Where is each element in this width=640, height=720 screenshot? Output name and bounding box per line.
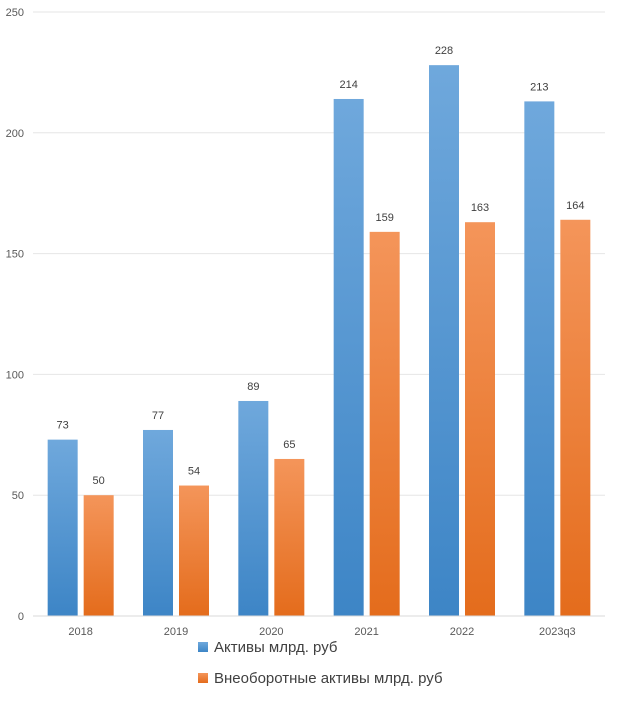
y-axis-ticks: 0 50 100 150 200 250 xyxy=(6,7,24,623)
data-label: 54 xyxy=(188,466,200,478)
y-tick-label: 50 xyxy=(12,490,24,502)
y-tick-label: 250 xyxy=(6,7,24,19)
legend-label-noncurrent-assets: Внеоборотные активы млрд. руб xyxy=(214,670,443,687)
data-label: 214 xyxy=(339,79,357,91)
x-tick-label: 2019 xyxy=(164,626,188,638)
data-labels: 73 50 77 54 89 65 214 159 228 163 213 164 xyxy=(57,45,585,487)
x-tick-label: 2021 xyxy=(354,626,378,638)
x-tick-label: 2020 xyxy=(259,626,283,638)
bar-assets xyxy=(333,98,364,616)
bar-assets xyxy=(47,439,78,616)
legend-label-assets: Активы млрд. руб xyxy=(214,639,338,656)
legend-swatch-assets xyxy=(198,642,208,652)
data-label: 73 xyxy=(57,420,69,432)
bar-noncurrent-assets xyxy=(369,231,400,616)
legend: Активы млрд. руб Внеоборотные активы млр… xyxy=(198,639,443,687)
data-label: 89 xyxy=(247,381,259,393)
data-label: 213 xyxy=(530,81,548,93)
y-tick-label: 150 xyxy=(6,249,24,261)
bar-assets xyxy=(238,400,269,616)
y-tick-label: 100 xyxy=(6,369,24,381)
y-tick-label: 200 xyxy=(6,128,24,140)
bar-assets xyxy=(143,429,173,616)
data-label: 77 xyxy=(152,410,164,422)
bar-noncurrent-assets xyxy=(274,458,305,616)
data-label: 50 xyxy=(93,475,105,487)
bar-noncurrent-assets xyxy=(179,485,209,616)
data-label: 159 xyxy=(375,212,393,224)
data-label: 164 xyxy=(566,200,584,212)
bars xyxy=(47,65,591,617)
x-axis-ticks: 2018 2019 2020 2021 2022 2023q3 xyxy=(68,626,575,638)
x-tick-label: 2023q3 xyxy=(539,626,576,638)
data-label: 228 xyxy=(435,45,453,57)
legend-item-assets: Активы млрд. руб xyxy=(198,639,338,656)
bar-noncurrent-assets xyxy=(83,495,114,616)
x-tick-label: 2018 xyxy=(68,626,92,638)
data-label: 163 xyxy=(471,202,489,214)
y-tick-label: 0 xyxy=(18,611,24,623)
x-tick-label: 2022 xyxy=(450,626,474,638)
data-label: 65 xyxy=(283,439,295,451)
bar-noncurrent-assets xyxy=(560,219,591,616)
legend-swatch-noncurrent-assets xyxy=(198,673,208,683)
gridlines xyxy=(33,11,605,496)
legend-item-noncurrent-assets: Внеоборотные активы млрд. руб xyxy=(198,670,443,687)
bar-noncurrent-assets xyxy=(465,222,495,616)
bar-assets xyxy=(429,65,459,617)
bar-assets xyxy=(524,101,555,617)
